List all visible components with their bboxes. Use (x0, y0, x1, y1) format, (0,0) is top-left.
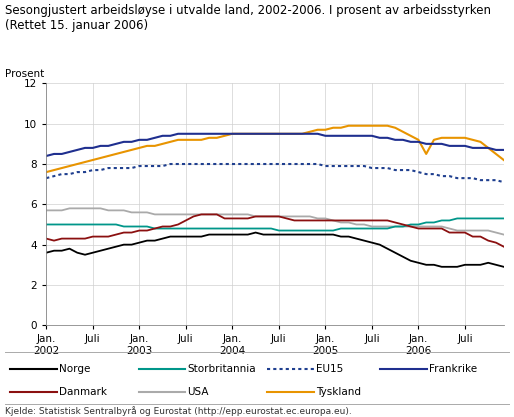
Text: Danmark: Danmark (59, 387, 107, 397)
Text: USA: USA (188, 387, 209, 397)
Text: Tyskland: Tyskland (316, 387, 361, 397)
Text: Kjelde: Statistisk Sentralbyrå og Eurostat (http://epp.eurostat.ec.europa.eu).: Kjelde: Statistisk Sentralbyrå og Eurost… (5, 406, 352, 416)
Text: Frankrike: Frankrike (429, 364, 478, 374)
Text: Storbritannia: Storbritannia (188, 364, 256, 374)
Text: (Rettet 15. januar 2006): (Rettet 15. januar 2006) (5, 19, 148, 32)
Text: Sesongjustert arbeidsløyse i utvalde land, 2002-2006. I prosent av arbeidsstyrke: Sesongjustert arbeidsløyse i utvalde lan… (5, 4, 491, 17)
Text: Norge: Norge (59, 364, 90, 374)
Text: EU15: EU15 (316, 364, 343, 374)
Text: Prosent: Prosent (5, 68, 44, 78)
